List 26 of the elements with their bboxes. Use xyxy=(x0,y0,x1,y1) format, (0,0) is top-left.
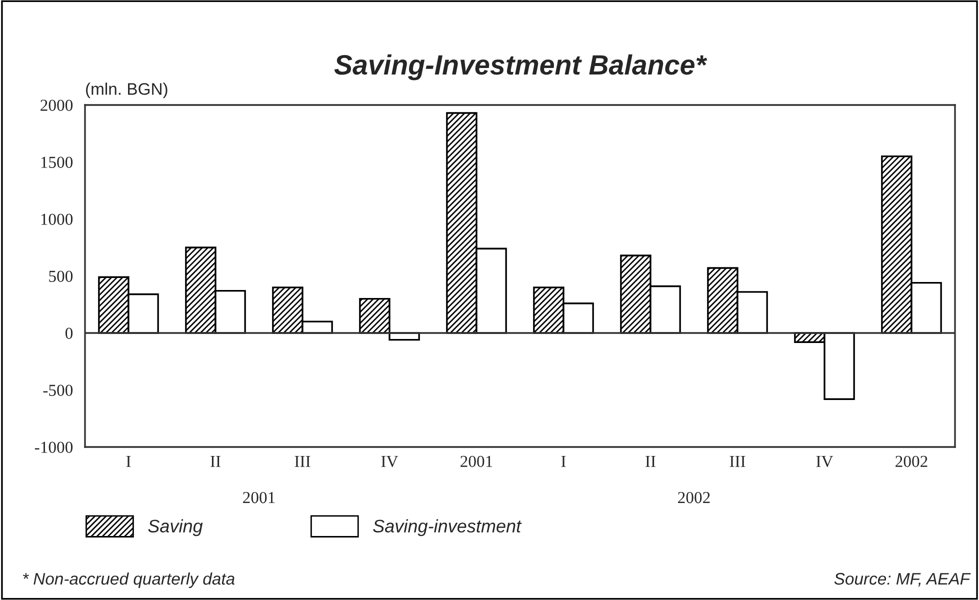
bar xyxy=(359,298,390,334)
text: * Non-accrued quarterly data xyxy=(22,572,235,588)
y-tick-label: 1000 xyxy=(41,214,73,225)
y-tick-label: -1000 xyxy=(34,442,73,453)
y-tick-label: 500 xyxy=(49,270,73,282)
y-tick-label: 2000 xyxy=(40,100,73,111)
y-tick-label: 0 xyxy=(65,328,73,339)
x-tick-label: II xyxy=(210,456,220,467)
text: 2002 xyxy=(678,492,710,504)
x-tick-label: IV xyxy=(816,456,834,468)
chart-title: Saving-Investment Balance* xyxy=(334,54,708,80)
x-tick-label: 2001 xyxy=(460,456,492,468)
x-tick-label: III xyxy=(730,456,746,467)
legend-label: Saving xyxy=(148,519,203,536)
x-tick-label: I xyxy=(561,456,566,467)
x-tick-label: IV xyxy=(381,456,398,468)
source-note: Source: MF, AEAF xyxy=(834,572,971,587)
x-tick-label: III xyxy=(294,456,310,467)
legend-label: Saving-investment xyxy=(373,519,522,536)
text: 2001 xyxy=(243,492,275,504)
x-tick-label: II xyxy=(646,456,656,467)
y-tick-label: 1500 xyxy=(41,156,73,168)
y-tick-label: -500 xyxy=(43,384,73,396)
x-tick-label: I xyxy=(126,456,131,467)
x-tick-label: 2002 xyxy=(896,456,928,468)
y-axis-title: (mln. BGN) xyxy=(86,82,168,98)
